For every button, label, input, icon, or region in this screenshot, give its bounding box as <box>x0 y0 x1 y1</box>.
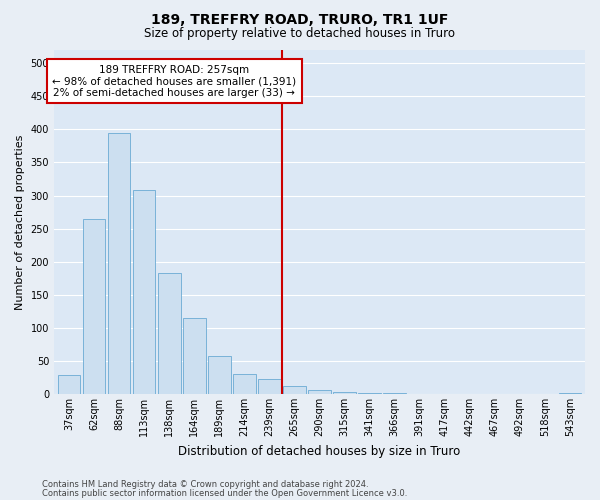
Bar <box>183 318 206 394</box>
Text: 189, TREFFRY ROAD, TRURO, TR1 1UF: 189, TREFFRY ROAD, TRURO, TR1 1UF <box>151 12 449 26</box>
Bar <box>83 218 106 394</box>
Y-axis label: Number of detached properties: Number of detached properties <box>15 134 25 310</box>
Bar <box>158 273 181 394</box>
Bar <box>133 190 155 394</box>
Bar <box>358 392 381 394</box>
Text: 189 TREFFRY ROAD: 257sqm
← 98% of detached houses are smaller (1,391)
2% of semi: 189 TREFFRY ROAD: 257sqm ← 98% of detach… <box>52 64 296 98</box>
X-axis label: Distribution of detached houses by size in Truro: Distribution of detached houses by size … <box>178 444 461 458</box>
Bar <box>108 132 130 394</box>
Bar <box>283 386 306 394</box>
Text: Size of property relative to detached houses in Truro: Size of property relative to detached ho… <box>145 28 455 40</box>
Text: Contains public sector information licensed under the Open Government Licence v3: Contains public sector information licen… <box>42 489 407 498</box>
Bar <box>308 390 331 394</box>
Text: Contains HM Land Registry data © Crown copyright and database right 2024.: Contains HM Land Registry data © Crown c… <box>42 480 368 489</box>
Bar <box>58 376 80 394</box>
Bar <box>233 374 256 394</box>
Bar <box>208 356 230 394</box>
Bar <box>333 392 356 394</box>
Bar <box>258 380 281 394</box>
